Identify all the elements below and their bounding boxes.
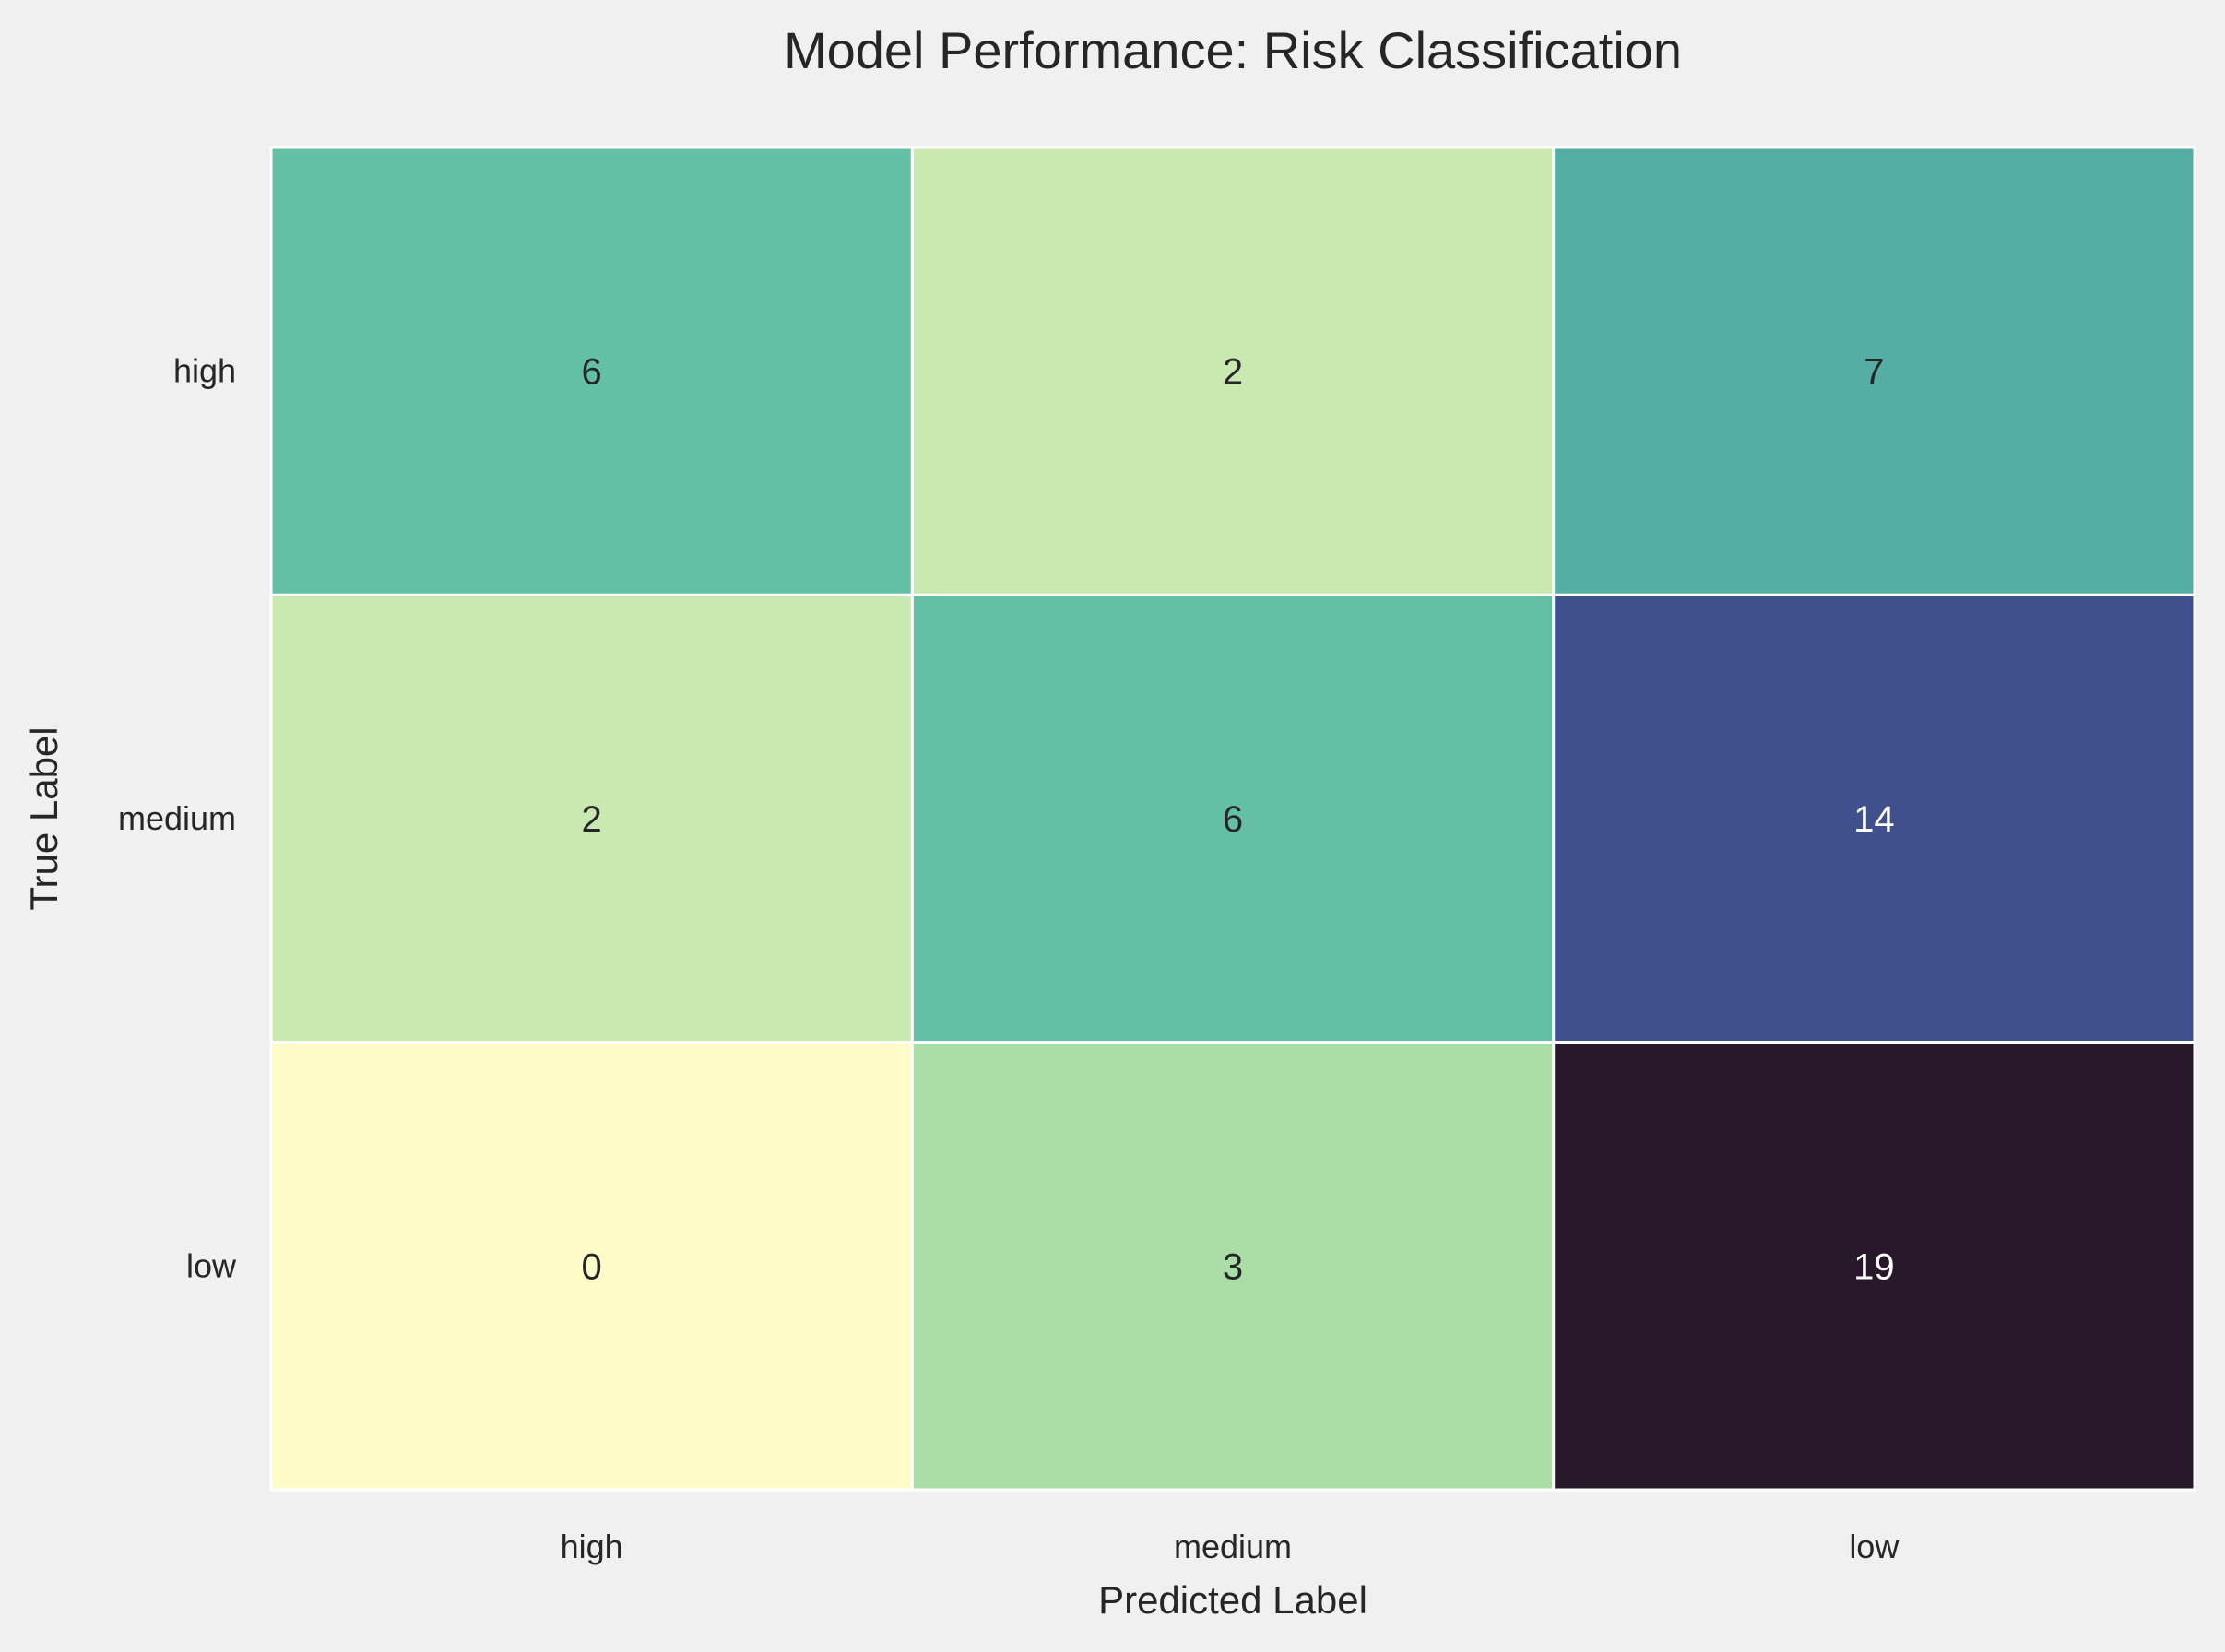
heatmap-cell-low-medium <box>910 1041 1556 1492</box>
heatmap-cell-low-low <box>1552 1041 2196 1492</box>
x-tick-medium: medium <box>1174 1528 1292 1565</box>
heatmap-cell-medium-low <box>1552 593 2196 1044</box>
heatmap-cell-medium-high <box>269 593 914 1044</box>
heatmap-cell-labels: 6 2 7 2 6 14 0 3 19 <box>582 352 1895 1288</box>
y-tick-medium: medium <box>118 799 236 837</box>
heatmap-cells <box>269 146 2196 1492</box>
chart-title: Model Performance: Risk Classification <box>784 21 1682 79</box>
cell-value-low-low: 19 <box>1853 1246 1895 1287</box>
cell-value-high-low: 7 <box>1864 352 1884 393</box>
heatmap-cell-low-high <box>269 1041 914 1492</box>
heatmap-cell-high-low <box>1552 146 2196 596</box>
y-tick-low: low <box>186 1246 237 1284</box>
x-axis-label: Predicted Label <box>1098 1578 1367 1622</box>
cell-value-medium-high: 2 <box>582 799 602 840</box>
cell-value-medium-low: 14 <box>1853 799 1895 840</box>
x-tick-high: high <box>561 1528 623 1565</box>
heatmap-cell-medium-medium <box>910 593 1556 1044</box>
heatmap-cell-high-high <box>269 146 914 596</box>
y-axis-label: True Label <box>22 726 65 910</box>
y-tick-high: high <box>173 352 236 390</box>
cell-value-low-medium: 3 <box>1223 1246 1243 1287</box>
cell-value-high-high: 6 <box>582 352 602 393</box>
y-tick-labels: high medium low <box>118 352 237 1285</box>
x-tick-labels: high medium low <box>561 1528 1900 1565</box>
x-tick-low: low <box>1849 1528 1900 1565</box>
cell-value-high-medium: 2 <box>1223 352 1243 393</box>
heatmap-cell-high-medium <box>910 146 1556 596</box>
cell-value-low-high: 0 <box>582 1246 602 1287</box>
cell-value-medium-medium: 6 <box>1223 799 1243 840</box>
